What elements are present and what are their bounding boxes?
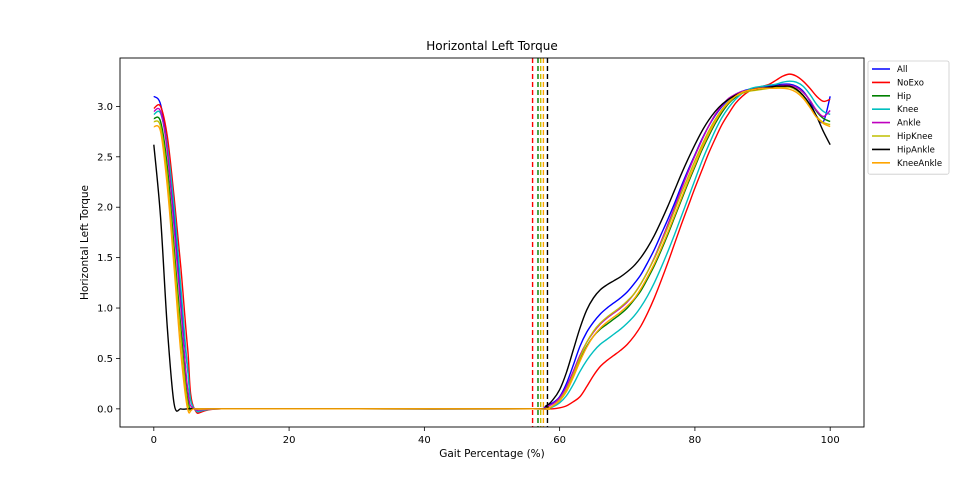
legend-label: KneeAnkle — [897, 159, 942, 169]
x-tick-label: 80 — [689, 435, 702, 446]
threshold-lines — [531, 58, 549, 427]
legend-label: Knee — [897, 105, 918, 115]
x-tick-label: 0 — [151, 435, 157, 446]
y-tick-label: 0.0 — [97, 404, 113, 415]
legend-label: HipKnee — [897, 132, 933, 142]
legend-label: NoExo — [897, 78, 924, 88]
legend-label: All — [897, 65, 908, 75]
legend-box — [867, 60, 950, 175]
y-tick-label: 3.0 — [97, 102, 113, 113]
x-tick-label: 40 — [418, 435, 431, 446]
legend-label: Hip — [897, 92, 911, 102]
y-tick-label: 2.0 — [97, 203, 113, 214]
plot-area-frame — [119, 57, 865, 428]
legend-label: HipAnkle — [897, 145, 935, 155]
series-group — [153, 73, 831, 414]
y-axis-ticks: 0.0 0.5 1.0 1.5 2.0 2.5 3.0 — [97, 102, 120, 415]
y-tick-label: 1.5 — [97, 253, 113, 264]
x-axis-ticks: 0 20 40 60 80 100 — [151, 427, 840, 446]
x-tick-label: 20 — [283, 435, 296, 446]
x-axis-label: Gait Percentage (%) — [439, 448, 545, 460]
legend: AllNoExoHipKneeAnkleHipKneeHipAnkleKneeA… — [867, 60, 950, 175]
legend-label: Ankle — [897, 119, 921, 129]
x-tick-label: 100 — [821, 435, 840, 446]
y-tick-label: 0.5 — [97, 354, 113, 365]
chart-title: Horizontal Left Torque — [426, 39, 557, 53]
y-tick-label: 2.5 — [97, 152, 113, 163]
y-tick-label: 1.0 — [97, 304, 113, 315]
x-tick-label: 60 — [553, 435, 566, 446]
y-axis-label: Horizontal Left Torque — [79, 185, 91, 300]
series-line-kneeankle — [153, 87, 831, 414]
